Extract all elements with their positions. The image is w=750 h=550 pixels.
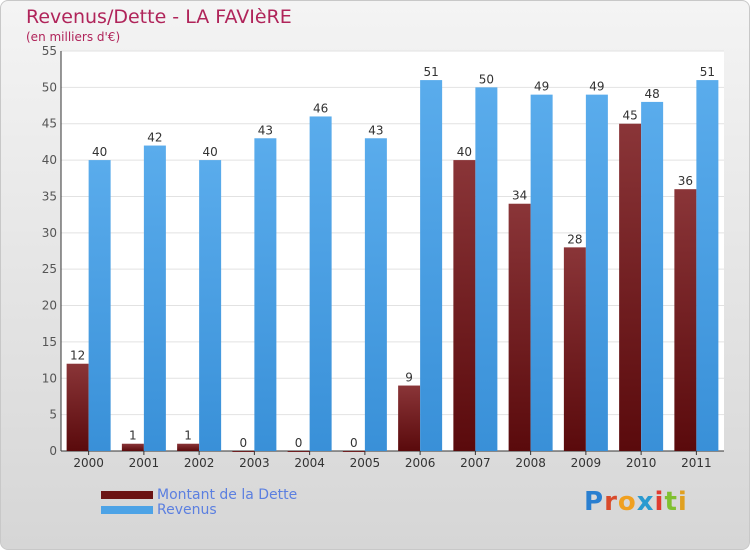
data-label: 36 [678, 174, 693, 188]
logo-letter: t [664, 487, 678, 517]
chart-title: Revenus/Dette - LA FAVIèRE [26, 6, 292, 28]
bar-dette [121, 443, 144, 451]
data-label: 9 [405, 371, 413, 385]
data-label: 46 [313, 101, 328, 115]
bar-dette [66, 363, 89, 451]
x-tick-label: 2003 [239, 456, 270, 470]
x-tick-label: 2009 [571, 456, 602, 470]
data-label: 1 [129, 429, 137, 443]
bar-dette [563, 247, 586, 451]
bar-dette [674, 189, 697, 451]
logo-letter: i [654, 487, 665, 517]
data-label: 1 [184, 429, 192, 443]
x-tick-label: 2006 [405, 456, 436, 470]
legend-item-revenus: Revenus [101, 501, 297, 518]
legend-item-dette: Montant de la Dette [101, 486, 298, 503]
y-tick-label: 0 [49, 444, 57, 458]
y-tick-label: 55 [42, 44, 57, 58]
x-tick-label: 2008 [515, 456, 546, 470]
x-tick-label: 2007 [460, 456, 491, 470]
bar-dette [453, 160, 476, 451]
plot-area [61, 51, 724, 451]
bar-dette [342, 451, 365, 452]
y-tick-label: 50 [42, 80, 57, 94]
bar-revenus [254, 138, 277, 452]
data-label: 49 [589, 80, 604, 94]
x-tick-label: 2011 [681, 456, 712, 470]
bar-revenus [309, 116, 332, 452]
bar-revenus [530, 94, 553, 452]
y-tick-label: 25 [42, 262, 57, 276]
y-tick-label: 10 [42, 371, 57, 385]
bar-revenus [696, 80, 719, 451]
data-label: 28 [567, 232, 582, 246]
bar-revenus [364, 138, 387, 452]
chart-subtitle: (en milliers d'€) [26, 30, 121, 44]
data-label: 34 [512, 189, 527, 203]
bar-revenus [143, 145, 166, 451]
logo-letter: i [677, 487, 688, 517]
y-tick-label: 20 [42, 299, 57, 313]
data-label: 45 [622, 109, 637, 123]
data-label: 0 [350, 436, 358, 450]
data-label: 40 [457, 145, 472, 159]
data-label: 0 [295, 436, 303, 450]
x-tick-label: 2010 [626, 456, 657, 470]
legend-swatch-dette [101, 490, 153, 499]
bar-dette [619, 123, 642, 452]
y-tick-label: 30 [42, 226, 57, 240]
data-label: 40 [92, 145, 107, 159]
data-label: 43 [258, 123, 273, 137]
data-label: 48 [644, 87, 659, 101]
bar-revenus [199, 160, 222, 451]
data-label: 50 [479, 72, 494, 86]
legend-label-revenus: Revenus [157, 501, 217, 518]
y-tick-label: 35 [42, 189, 57, 203]
y-tick-label: 40 [42, 153, 57, 167]
chart-legend: Montant de la Dette Revenus [101, 486, 298, 518]
legend-label-dette: Montant de la Dette [157, 486, 298, 503]
data-label: 51 [423, 65, 438, 79]
y-tick-label: 45 [42, 117, 57, 131]
proxiti-logo: Proxiti [584, 487, 688, 517]
bar-dette [508, 203, 531, 451]
data-label: 42 [147, 131, 162, 145]
x-tick-label: 2000 [73, 456, 104, 470]
x-tick-label: 2001 [129, 456, 160, 470]
x-tick-label: 2005 [350, 456, 381, 470]
x-tick-label: 2002 [184, 456, 215, 470]
logo-letter: o [617, 487, 637, 517]
logo-letter: x [636, 487, 655, 517]
data-label: 51 [700, 65, 715, 79]
data-label: 49 [534, 80, 549, 94]
data-label: 43 [368, 123, 383, 137]
bar-dette [232, 451, 255, 452]
data-label: 12 [70, 349, 85, 363]
bar-revenus [641, 101, 664, 451]
bar-revenus [475, 87, 498, 451]
data-label: 0 [240, 436, 248, 450]
bar-dette [398, 385, 421, 451]
logo-letter: r [604, 487, 618, 517]
data-label: 40 [202, 145, 217, 159]
bar-dette [287, 451, 310, 452]
y-tick-label: 15 [42, 335, 57, 349]
legend-swatch-revenus [101, 505, 153, 514]
x-tick-label: 2004 [294, 456, 325, 470]
bar-revenus [585, 94, 608, 452]
logo-letter: P [584, 487, 605, 517]
bar-dette [177, 443, 200, 451]
bar-revenus [88, 160, 111, 451]
y-tick-label: 5 [49, 408, 57, 422]
bar-revenus [420, 80, 443, 451]
